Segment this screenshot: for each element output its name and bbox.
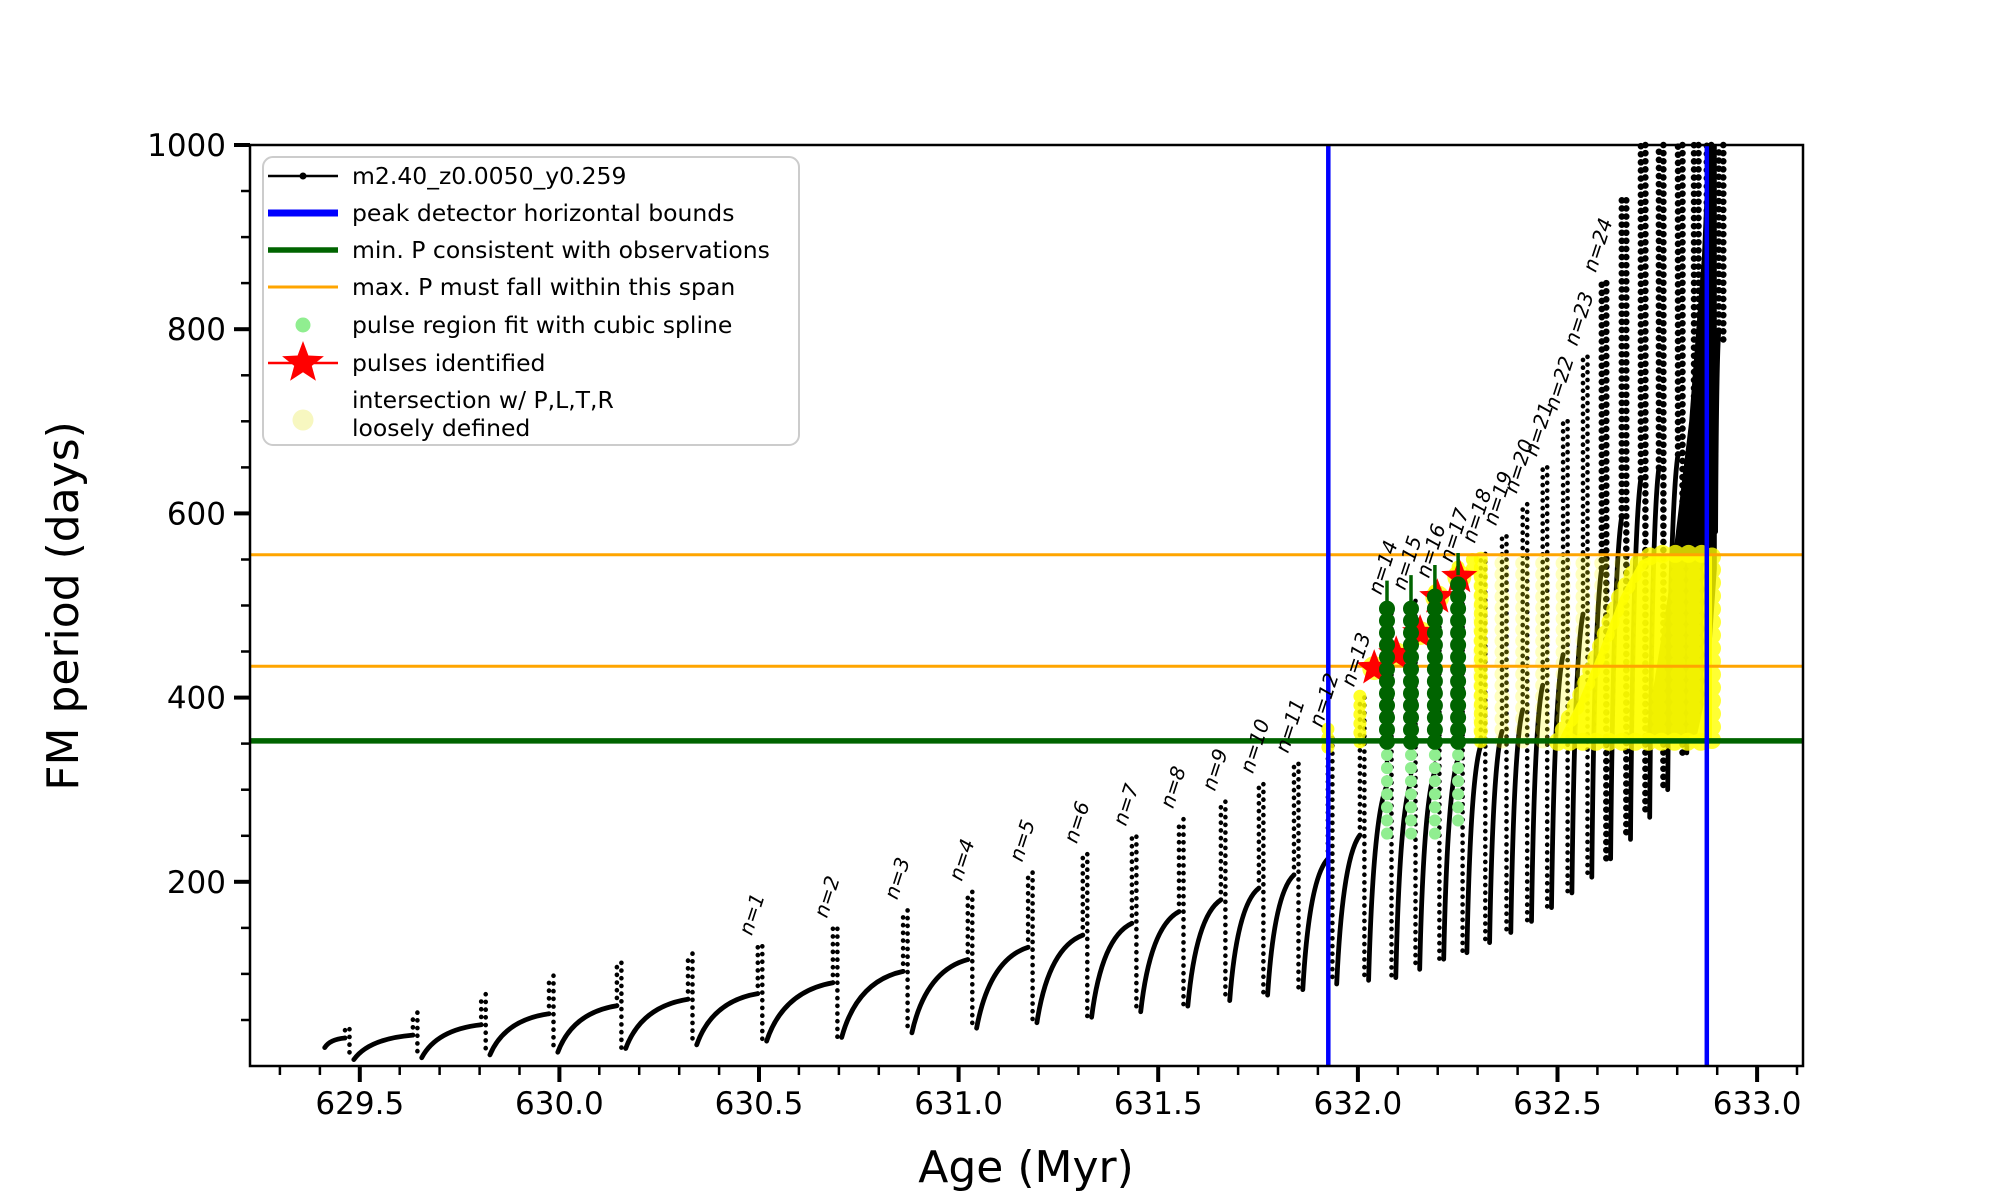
y-tick-label: 400 [167, 681, 226, 717]
intersection-wedge [1557, 553, 1712, 742]
pulse-number-label: n=23 [1559, 289, 1599, 349]
dot-swatch [295, 317, 311, 333]
pulse-region-layer [1379, 553, 1467, 849]
legend-label: pulse region fit with cubic spline [352, 311, 732, 339]
x-tick-label: 632.0 [1314, 1086, 1403, 1122]
legend-item: max. P must fall within this span [268, 273, 735, 301]
y-axis-label: FM period (days) [38, 421, 89, 791]
legend-item: m2.40_z0.0050_y0.259 [268, 162, 626, 190]
pulse-region-stem [1385, 553, 1460, 609]
y-tick-label: 800 [167, 312, 226, 348]
x-axis-label: Age (Myr) [918, 1142, 1134, 1193]
legend-box [262, 156, 800, 446]
y-tick-label: 1000 [147, 128, 226, 164]
x-tick-label: 629.5 [315, 1086, 404, 1122]
pulse-number-label: n=7 [1108, 780, 1144, 828]
legend-label: intersection w/ P,L,T,R [352, 386, 614, 414]
pulse-number-label: n=24 [1578, 215, 1618, 275]
y-tick-label: 200 [167, 865, 226, 901]
pulse-number-label: n=1 [734, 890, 770, 938]
series-spikes-dense [1598, 141, 1727, 863]
legend-label: m2.40_z0.0050_y0.259 [352, 162, 626, 190]
star-icon [282, 341, 324, 381]
legend-item: min. P consistent with observations [268, 236, 770, 264]
series-dot-swatch [299, 172, 307, 180]
series-spikes [342, 354, 1590, 1062]
x-tick-label: 630.0 [515, 1086, 604, 1122]
pulse-number-label: n=10 [1235, 716, 1275, 776]
legend-label: loosely defined [352, 414, 530, 442]
big-dot-swatch [292, 409, 314, 431]
legend-item: pulses identified [268, 341, 545, 381]
pulse-number-label: n=22 [1539, 353, 1579, 413]
pulse-number-label: n=6 [1059, 798, 1095, 846]
pulse-number-label: n=5 [1004, 817, 1040, 865]
legend-label: max. P must fall within this span [352, 273, 735, 301]
legend-label: pulses identified [352, 349, 545, 377]
pulse-number-label: n=11 [1270, 696, 1310, 756]
horizontal-bound-lines [250, 553, 1803, 744]
y-tick-label: 600 [167, 496, 226, 532]
axes-layer: 629.5 630.0 630.5 631.0 631.5 632.0 632.5 633.0… [147, 128, 1805, 1122]
legend-item: pulse region fit with cubic spline [295, 311, 732, 339]
pulse-number-label: n=4 [944, 836, 980, 884]
pulse-spline-dots [1381, 735, 1465, 849]
legend-item: peak detector horizontal bounds [268, 199, 734, 227]
pulse-number-label: n=3 [879, 854, 915, 902]
pulse-region-bar [1379, 567, 1467, 750]
x-tick-label: 631.5 [1114, 1086, 1203, 1122]
legend-label: min. P consistent with observations [352, 236, 770, 264]
x-tick-label: 631.0 [914, 1086, 1003, 1122]
pulse-star [1402, 614, 1439, 649]
legend-label: peak detector horizontal bounds [352, 199, 734, 227]
x-tick-label: 632.5 [1513, 1086, 1602, 1122]
pulse-number-label: n=8 [1155, 763, 1191, 811]
pulse-star [1356, 649, 1393, 684]
x-tick-label: 630.5 [715, 1086, 804, 1122]
x-tick-label: 633.0 [1713, 1086, 1802, 1122]
pulse-star [1378, 635, 1415, 670]
intersection-wedge-dots [1548, 544, 1721, 751]
pulse-number-label: n=2 [809, 873, 845, 921]
pulse-number-label: n=9 [1197, 746, 1233, 794]
peak-detector-lines [1326, 145, 1710, 1066]
